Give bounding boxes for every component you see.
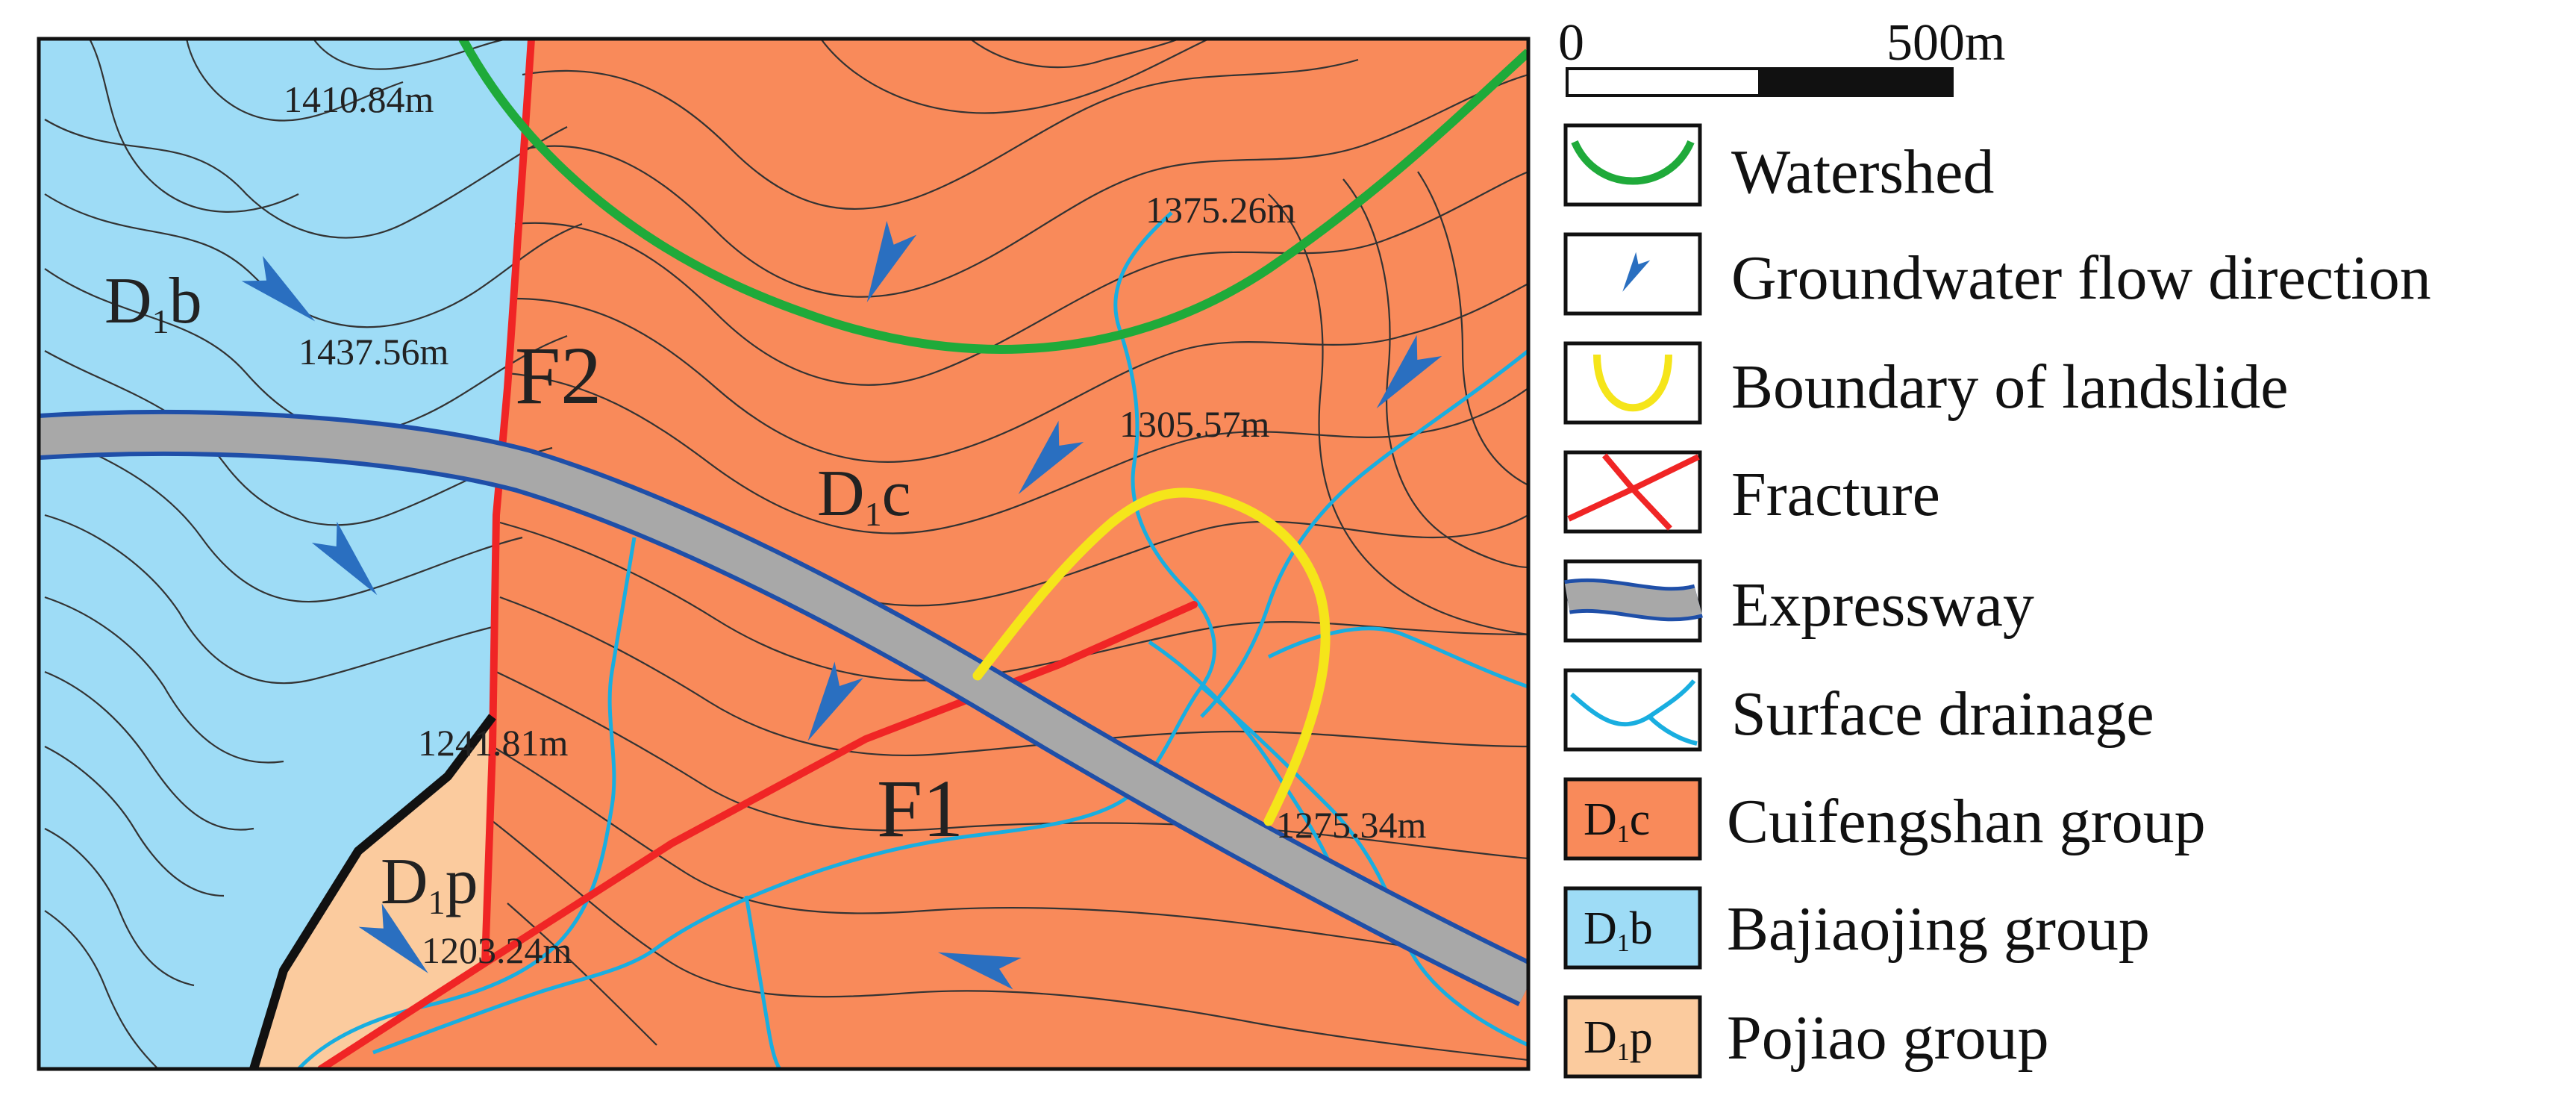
legend-swatch-d1b <box>1563 886 1702 970</box>
legend-code-d1b: D1b <box>1584 903 1653 957</box>
legend-item-drainage: Surface drainage <box>1563 668 2154 752</box>
legend-label: Boundary of landslide <box>1731 352 2289 422</box>
legend-swatch-d1c <box>1563 777 1702 861</box>
fault-label-f2: F2 <box>515 330 601 421</box>
scale-zero-label: 0 <box>1558 14 1584 72</box>
elevation-label: 1410.84m <box>284 78 434 120</box>
legend-item-d1p: D1p Pojiao group <box>1563 995 2049 1079</box>
surface-drainage <box>297 211 1528 1069</box>
legend-label: Watershed <box>1731 137 1994 207</box>
scale-segment-black <box>1758 67 1954 97</box>
legend-label: Surface drainage <box>1731 679 2154 749</box>
elevation-labels: 1410.84m 1437.56m 1375.26m 1305.57m 1241… <box>284 78 1427 971</box>
landslide-symbol-icon <box>1593 354 1672 412</box>
elevation-label: 1305.57m <box>1119 403 1270 445</box>
legend-item-watershed: Watershed <box>1563 123 1994 207</box>
pojiao-group-area <box>254 717 493 1069</box>
unit-label-d1p: D1p <box>381 846 478 921</box>
bajiaojing-group-area <box>39 39 530 1069</box>
legend-item-landslide: Boundary of landslide <box>1563 341 2289 425</box>
watershed-line <box>458 39 1528 354</box>
legend-swatch-d1p <box>1563 995 1702 1079</box>
legend-label: Expressway <box>1731 570 2034 640</box>
scale-segment-white <box>1566 67 1761 97</box>
expressway-symbol-fill <box>1565 582 1702 618</box>
unit-label-d1c: D1c <box>817 458 911 533</box>
fracture-symbol-icon <box>1567 453 1700 531</box>
unit-label-d1b: D1b <box>104 265 202 340</box>
elevation-label: 1437.56m <box>298 331 449 372</box>
watershed-symbol-icon <box>1571 140 1695 185</box>
map-panel: 1410.84m 1437.56m 1375.26m 1305.57m 1241… <box>37 37 1531 1071</box>
legend-item-d1c: D1c Cuifengshan group <box>1563 777 2206 861</box>
legend-code-d1c: D1c <box>1584 794 1650 848</box>
landslide-boundary <box>972 487 1331 826</box>
legend-label: Pojiao group <box>1727 1003 2049 1073</box>
scale-max-label: 500m <box>1886 14 2005 72</box>
expressway <box>39 410 1528 1006</box>
legend-item-fracture: Fracture <box>1563 450 1940 534</box>
legend-label: Groundwater flow direction <box>1731 243 2431 313</box>
legend-item-expressway: Expressway <box>1563 559 2034 643</box>
legend-code-d1p: D1p <box>1584 1012 1653 1066</box>
legend: Watershed Groundwater flow direction Bou… <box>1563 123 2431 1079</box>
elevation-label: 1203.24m <box>422 929 572 971</box>
legend-item-d1b: D1b Bajiaojing group <box>1563 886 2150 970</box>
elevation-label: 1375.26m <box>1145 189 1296 231</box>
elevation-label: 1241.81m <box>418 722 569 764</box>
legend-label: Cuifengshan group <box>1727 787 2206 856</box>
pojiao-boundary <box>249 714 496 1069</box>
drainage-symbol-icon <box>1570 679 1698 746</box>
legend-label: Bajiaojing group <box>1727 894 2150 964</box>
map-frame <box>37 37 1531 1071</box>
fracture-f1 <box>317 601 1198 1069</box>
elevation-label: 1275.34m <box>1276 804 1427 846</box>
scale-bar: 0 500m <box>1558 14 2005 97</box>
fault-label-f1: F1 <box>877 763 963 854</box>
legend-item-flow: Groundwater flow direction <box>1563 232 2431 316</box>
legend-label: Fracture <box>1731 460 1940 529</box>
